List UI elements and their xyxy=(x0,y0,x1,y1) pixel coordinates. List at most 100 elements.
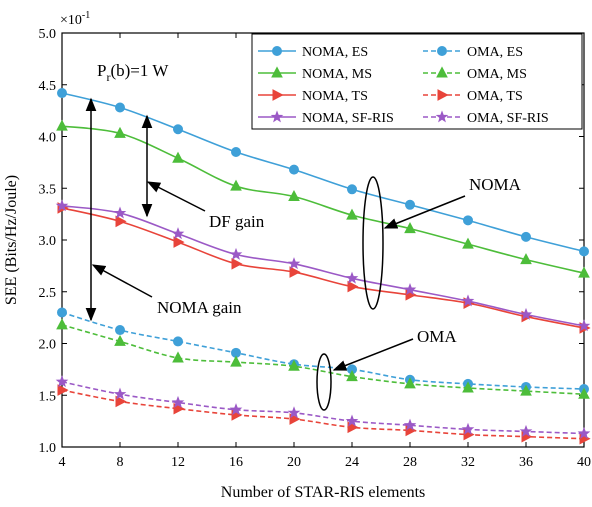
oma-ellipse xyxy=(316,353,332,411)
series-line-oma-ms xyxy=(61,324,585,396)
data-point-oma-es xyxy=(173,336,183,347)
data-point-oma-es xyxy=(115,325,125,336)
y-tick-label: 1.5 xyxy=(39,389,57,404)
y-tick-label: 4.0 xyxy=(39,131,57,146)
legend-entry-oma-ms: OMA, MS xyxy=(423,66,527,82)
series-line-oma-es xyxy=(61,311,585,390)
data-point-noma-ts xyxy=(115,215,127,228)
data-point-oma-ms xyxy=(230,355,242,367)
data-point-noma-ms xyxy=(56,119,68,131)
legend-label-oma-es: OMA, ES xyxy=(467,45,523,60)
legend-label-noma-ms: NOMA, MS xyxy=(302,67,372,82)
y-tick-label: 1.0 xyxy=(39,441,57,456)
series-noma-ms xyxy=(56,119,590,278)
data-point-noma-sf-ris xyxy=(113,206,127,219)
legend: NOMA, ES NOMA, MS NOMA, TS NOMA, SF-RIS OMA,… xyxy=(251,33,583,130)
x-tick-label: 40 xyxy=(577,455,591,470)
data-point-oma-sf-ris xyxy=(403,418,417,431)
data-point-oma-es xyxy=(57,307,67,318)
data-point-noma-ms xyxy=(346,208,358,220)
legend-label-noma-ts: NOMA, TS xyxy=(302,89,368,104)
series-oma-ms xyxy=(56,318,590,399)
series-line-noma-ts xyxy=(61,207,585,329)
data-point-oma-ts xyxy=(115,395,127,408)
noma-label: NOMA xyxy=(469,175,522,194)
y-axis-label: SEE (Bits/Hz/Joule) xyxy=(3,175,20,305)
data-point-noma-sf-ris xyxy=(55,199,69,212)
y-multiplier: ×10-1 xyxy=(60,10,90,28)
data-point-oma-ms xyxy=(404,377,416,389)
legend-label-noma-es: NOMA, ES xyxy=(302,45,368,60)
series-line-oma-ts xyxy=(61,389,585,440)
data-point-noma-sf-ris xyxy=(519,307,533,320)
noma-ellipse xyxy=(362,176,384,310)
noma-gain-pointer-arrow xyxy=(91,264,153,298)
y-tick-label: 5.0 xyxy=(39,27,57,42)
data-point-oma-ms xyxy=(462,381,474,393)
data-point-noma-ms xyxy=(114,126,126,138)
legend-marker-oma-es xyxy=(437,46,447,56)
axis-ticks: 4 8 12 16 20 24 28 32 36 40 1.0 1.5 2.0 2.5 3.0 3.5 4.0 4… xyxy=(39,27,592,470)
y-tick-label: 2.5 xyxy=(39,286,57,301)
data-point-oma-sf-ris xyxy=(461,422,475,435)
noma-pointer-arrow xyxy=(383,195,466,229)
x-tick-label: 36 xyxy=(519,455,533,470)
data-point-noma-sf-ris xyxy=(461,294,475,307)
data-point-noma-ts xyxy=(231,257,243,270)
data-point-noma-ms xyxy=(288,189,300,202)
data-point-noma-es xyxy=(347,184,357,195)
legend-marker-noma-es xyxy=(272,46,282,56)
data-point-oma-ms xyxy=(520,384,532,396)
data-point-oma-ms xyxy=(288,359,300,371)
df-gain-pointer-arrow xyxy=(146,181,206,212)
power-annotation: Pr(b)=1 W xyxy=(97,61,169,84)
data-point-noma-sf-ris xyxy=(171,227,185,240)
series-line-oma-sf-ris xyxy=(61,381,585,435)
legend-box xyxy=(251,33,583,130)
data-point-oma-sf-ris xyxy=(287,406,301,419)
x-tick-label: 32 xyxy=(461,455,475,470)
legend-entry-oma-sf-ris: OMA, SF-RIS xyxy=(423,110,549,126)
series-line-noma-ms xyxy=(61,125,585,274)
data-point-oma-sf-ris xyxy=(55,375,69,388)
series-oma-es xyxy=(57,307,589,395)
y-tick-label: 3.0 xyxy=(39,234,57,249)
x-tick-label: 20 xyxy=(287,455,301,470)
legend-marker-noma-ts xyxy=(272,89,284,101)
data-point-oma-sf-ris xyxy=(171,395,185,408)
legend-entry-noma-ts: NOMA, TS xyxy=(258,89,368,104)
data-point-noma-sf-ris xyxy=(577,319,591,332)
data-point-oma-ms xyxy=(346,370,358,382)
oma-pointer-arrow xyxy=(332,338,414,371)
x-axis-label: Number of STAR-RIS elements xyxy=(221,484,425,501)
series-oma-sf-ris xyxy=(55,375,591,439)
data-series xyxy=(55,88,591,445)
data-point-noma-ms xyxy=(230,179,242,191)
x-tick-label: 8 xyxy=(117,455,124,470)
legend-entries: NOMA, ES NOMA, MS NOMA, TS NOMA, SF-RIS OMA,… xyxy=(258,45,549,126)
legend-marker-oma-ts xyxy=(437,89,449,101)
data-point-noma-ms xyxy=(404,222,416,234)
legend-label-oma-ms: OMA, MS xyxy=(467,67,527,82)
legend-entry-noma-sf-ris: NOMA, SF-RIS xyxy=(258,110,394,126)
data-point-noma-ms xyxy=(578,266,590,278)
x-tick-label: 24 xyxy=(345,455,359,470)
df-gain-label: DF gain xyxy=(209,212,265,231)
oma-label: OMA xyxy=(417,327,457,346)
data-point-noma-sf-ris xyxy=(287,257,301,270)
legend-entry-oma-ts: OMA, TS xyxy=(423,89,523,104)
data-point-noma-sf-ris xyxy=(345,271,359,284)
data-point-noma-es xyxy=(57,88,67,99)
data-point-oma-sf-ris xyxy=(577,426,591,439)
legend-label-oma-ts: OMA, TS xyxy=(467,89,523,104)
data-point-noma-es xyxy=(289,164,299,175)
data-point-noma-es xyxy=(405,199,415,210)
data-point-oma-sf-ris xyxy=(345,414,359,427)
legend-entry-oma-es: OMA, ES xyxy=(423,45,523,60)
series-line-noma-sf-ris xyxy=(61,205,585,327)
data-point-noma-sf-ris xyxy=(403,283,417,296)
data-point-noma-ms xyxy=(520,253,532,265)
data-point-oma-ms xyxy=(578,387,590,399)
data-point-oma-sf-ris xyxy=(113,387,127,400)
